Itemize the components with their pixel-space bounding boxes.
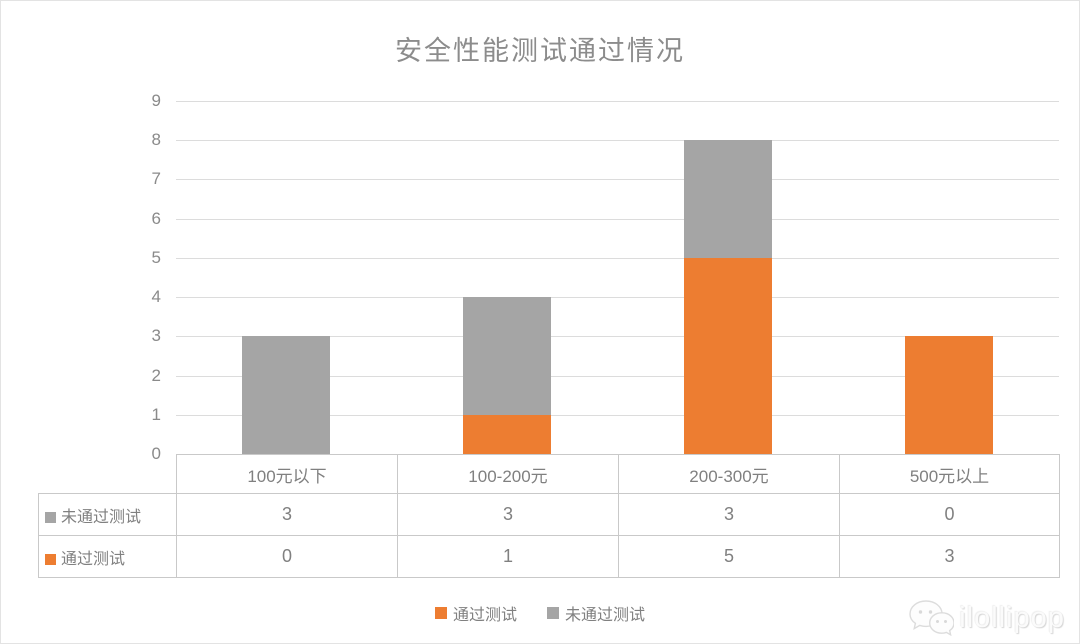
y-axis-tick-label: 5 bbox=[151, 247, 161, 267]
gridline bbox=[176, 257, 1059, 259]
y-axis: 0 1 2 3 4 5 6 7 8 9 bbox=[119, 91, 161, 463]
y-axis-tick-label: 9 bbox=[151, 91, 161, 110]
gridline bbox=[176, 297, 1059, 299]
gridline bbox=[176, 101, 1059, 102]
table-row-label-text: 通过测试 bbox=[61, 550, 126, 568]
table-category-header: 100-200元 bbox=[397, 454, 619, 494]
y-axis-tick-label: 2 bbox=[151, 365, 161, 385]
watermark: ilollipop bbox=[908, 599, 1065, 637]
table-value-cell: 0 bbox=[839, 493, 1060, 536]
bar-segment-fail bbox=[463, 297, 552, 415]
y-axis-tick-label: 1 bbox=[151, 404, 161, 424]
table-corner-cell bbox=[39, 455, 177, 494]
table-value-cell: 0 bbox=[176, 535, 398, 578]
legend-swatch-icon bbox=[547, 607, 559, 619]
series-swatch-icon bbox=[45, 511, 56, 523]
data-table: 100元以下 100-200元 200-300元 500元以上 未通过测试 3 3 3 0 通过测… bbox=[38, 454, 1060, 578]
bar-segment-pass bbox=[463, 414, 552, 454]
gridline bbox=[176, 218, 1059, 220]
legend-swatch-icon bbox=[434, 607, 447, 619]
table-row-label: 通过测试 bbox=[38, 535, 177, 578]
bar-segment-pass bbox=[683, 257, 772, 454]
wechat-logo-icon bbox=[908, 599, 955, 637]
table-value-cell: 3 bbox=[397, 493, 619, 536]
table-value-cell: 3 bbox=[839, 535, 1060, 578]
table-value-cell: 5 bbox=[618, 535, 840, 578]
legend-label: 未通过测试 bbox=[565, 607, 646, 624]
y-axis-tick-label: 7 bbox=[151, 169, 161, 189]
y-axis-tick-label: 6 bbox=[151, 208, 161, 228]
chart-title: 安全性能测试通过情况 bbox=[395, 36, 685, 66]
bar-segment-pass bbox=[904, 336, 993, 454]
gridline bbox=[176, 179, 1059, 181]
table-header-row: 100元以下 100-200元 200-300元 500元以上 bbox=[39, 454, 1060, 494]
table-value-cell: 1 bbox=[397, 535, 619, 578]
table-category-header: 500元以上 bbox=[839, 454, 1060, 494]
y-axis-tick-label: 4 bbox=[151, 287, 161, 307]
legend-label: 通过测试 bbox=[452, 607, 517, 624]
y-axis-tick-label: 8 bbox=[151, 130, 161, 150]
table-category-header: 100元以下 bbox=[176, 454, 398, 494]
legend-item: 未通过测试 bbox=[547, 601, 645, 625]
plot-area bbox=[176, 101, 1059, 454]
bar-segment-fail bbox=[683, 140, 772, 258]
gridline bbox=[176, 336, 1059, 338]
bar-segment-fail bbox=[242, 336, 331, 454]
table-value-cell: 3 bbox=[618, 493, 840, 536]
legend-item: 通过测试 bbox=[434, 601, 517, 625]
table-row-label: 未通过测试 bbox=[38, 493, 177, 536]
table-value-cell: 3 bbox=[176, 493, 398, 536]
y-axis-tick-label: 0 bbox=[151, 444, 161, 463]
gridline bbox=[176, 375, 1059, 377]
table-category-header: 200-300元 bbox=[618, 454, 840, 494]
gridline bbox=[176, 140, 1059, 142]
y-axis-tick-label: 3 bbox=[151, 326, 161, 346]
gridline bbox=[176, 414, 1059, 416]
chart-legend: 通过测试 未通过测试 bbox=[1, 601, 1079, 625]
table-row: 通过测试 0 1 5 3 bbox=[38, 535, 1060, 578]
table-row-label-text: 未通过测试 bbox=[61, 508, 142, 526]
watermark-text: ilollipop bbox=[959, 601, 1065, 634]
table-row: 未通过测试 3 3 3 0 bbox=[38, 493, 1060, 536]
series-swatch-icon bbox=[45, 553, 56, 565]
